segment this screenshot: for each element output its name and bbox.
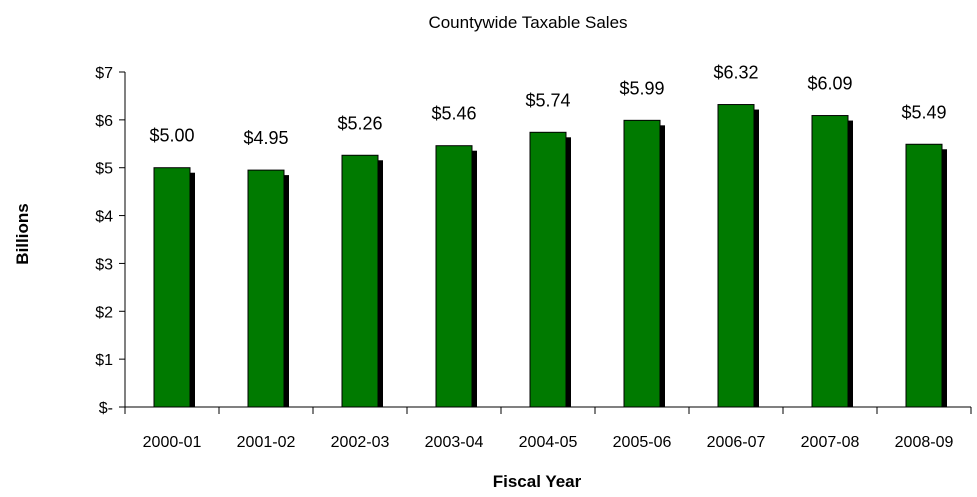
y-axis-label: Billions <box>13 203 32 264</box>
x-axis: 2000-01 2001-02 2002-03 2003-04 2004-05 2005-… <box>124 406 972 451</box>
bar <box>811 115 849 408</box>
y-axis: $- $1 $2 $3 $4 $5 $6 $7 <box>95 65 126 417</box>
bar <box>623 119 661 408</box>
x-tick-label: 2002-03 <box>331 434 390 451</box>
x-tick-label: 2006-07 <box>707 434 766 451</box>
bar <box>435 145 473 408</box>
x-axis-label: Fiscal Year <box>493 472 582 491</box>
y-tick-label: $7 <box>95 65 113 82</box>
data-label: $5.99 <box>619 78 664 98</box>
data-label: $6.32 <box>713 63 758 83</box>
bar <box>717 104 755 408</box>
x-tick-label: 2003-04 <box>425 434 484 451</box>
data-label: $5.00 <box>149 126 194 146</box>
y-tick-label: $6 <box>95 113 113 130</box>
bar <box>905 143 943 408</box>
data-label: $5.26 <box>337 113 382 133</box>
data-label: $5.49 <box>901 102 946 122</box>
x-tick-label: 2008-09 <box>895 434 954 451</box>
y-tick-label: $3 <box>95 256 113 273</box>
data-label: $4.95 <box>243 128 288 148</box>
data-label: $6.09 <box>807 74 852 94</box>
y-tick-label: $- <box>99 400 113 417</box>
x-tick-label: 2007-08 <box>801 434 860 451</box>
y-tick-label: $4 <box>95 209 113 226</box>
x-tick-label: 2005-06 <box>613 434 672 451</box>
data-labels-group: $5.00 $4.95 $5.26 $5.46 $5.74 $5.99 $6.32 $6.09… <box>149 63 946 149</box>
y-tick-label: $5 <box>95 161 113 178</box>
data-label: $5.74 <box>525 90 570 110</box>
bar <box>341 154 379 408</box>
y-tick-label: $2 <box>95 304 113 321</box>
bar <box>529 131 567 408</box>
bars-group <box>153 104 947 408</box>
data-label: $5.46 <box>431 104 476 124</box>
x-tick-label: 2004-05 <box>519 434 578 451</box>
bar <box>247 169 285 408</box>
y-tick-label: $1 <box>95 352 113 369</box>
x-tick-label: 2001-02 <box>237 434 296 451</box>
bar <box>153 167 191 408</box>
x-tick-label: 2000-01 <box>143 434 202 451</box>
chart-title: Countywide Taxable Sales <box>428 13 627 32</box>
